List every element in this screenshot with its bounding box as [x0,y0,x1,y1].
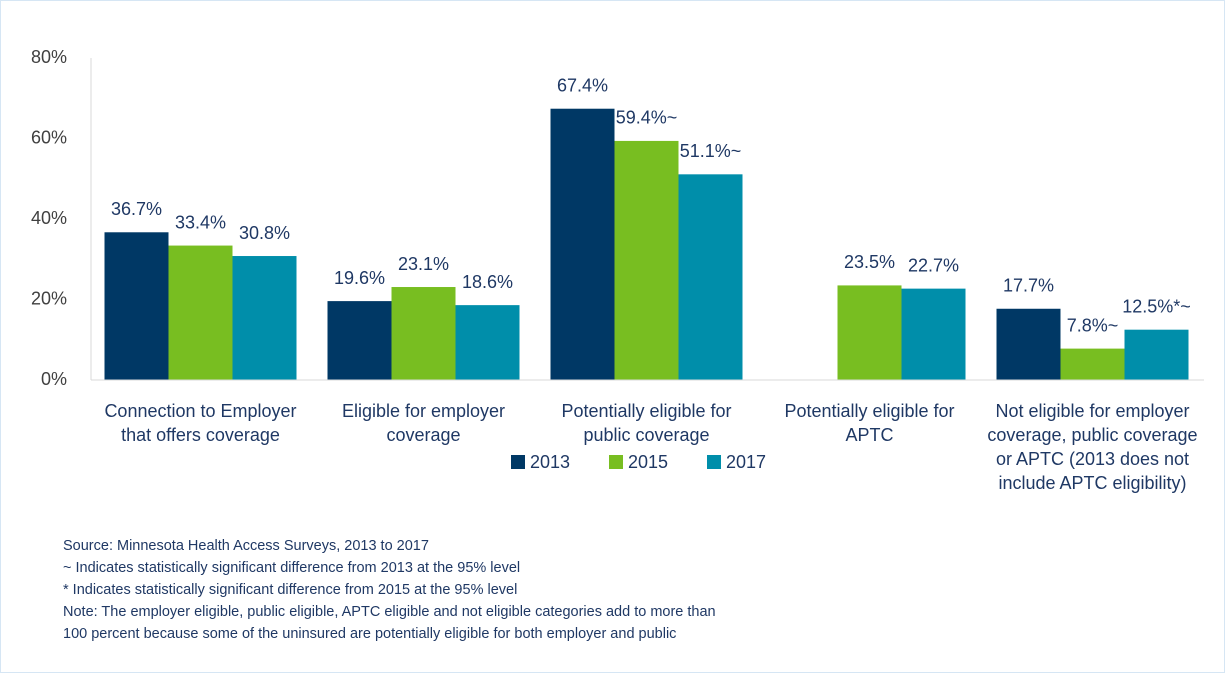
value-label: 19.6% [334,268,385,288]
value-label: 7.8%~ [1067,315,1119,335]
legend-swatch [511,455,525,469]
legend-label: 2013 [530,452,570,472]
legend-label: 2017 [726,452,766,472]
bar [837,285,902,380]
bar [455,305,520,380]
value-label: 33.4% [175,212,226,232]
y-tick-label: 60% [31,127,67,147]
note: ~ Indicates statistically significant di… [63,560,521,576]
x-tick-label: Potentially eligible for public coverage [561,401,732,445]
y-tick-label: 40% [31,208,67,228]
bar [1060,348,1125,380]
y-tick-label: 80% [31,47,67,67]
legend-swatch [707,455,721,469]
value-label: 18.6% [462,272,513,292]
y-tick-label: 20% [31,288,67,308]
legend-label: 2015 [628,452,668,472]
value-label: 36.7% [111,199,162,219]
bar [168,245,233,380]
value-label: 67.4% [557,75,608,95]
bar [1124,329,1189,380]
bar [901,288,966,380]
y-tick-label: 0% [41,369,67,389]
bar [232,256,297,380]
bar [678,174,743,380]
x-tick-label: Eligible for employer coverage [341,401,506,445]
value-label: 59.4%~ [616,108,678,128]
value-label: 23.1% [398,254,449,274]
value-label: 30.8% [239,223,290,243]
note: 100 percent because some of the uninsure… [63,626,677,642]
x-tick-label: Potentially eligible for APTC [784,401,955,445]
x-tick-label: Connection to Employer that offers cover… [104,401,297,445]
legend-swatch [609,455,623,469]
value-label: 12.5%*~ [1122,296,1191,316]
note: * Indicates statistically significant di… [63,582,518,598]
note: Note: The employer eligible, public elig… [63,604,716,620]
bar [550,108,615,380]
bar [996,308,1061,380]
value-label: 17.7% [1003,276,1054,296]
value-label: 23.5% [844,252,895,272]
bar [614,140,679,380]
bar [391,287,456,380]
value-label: 51.1%~ [680,141,742,161]
x-tick-label: Not eligible for employer coverage, publ… [987,401,1198,493]
bar [104,232,169,380]
note: Source: Minnesota Health Access Surveys,… [63,538,429,554]
bar [327,301,392,380]
value-label: 22.7% [908,255,959,275]
